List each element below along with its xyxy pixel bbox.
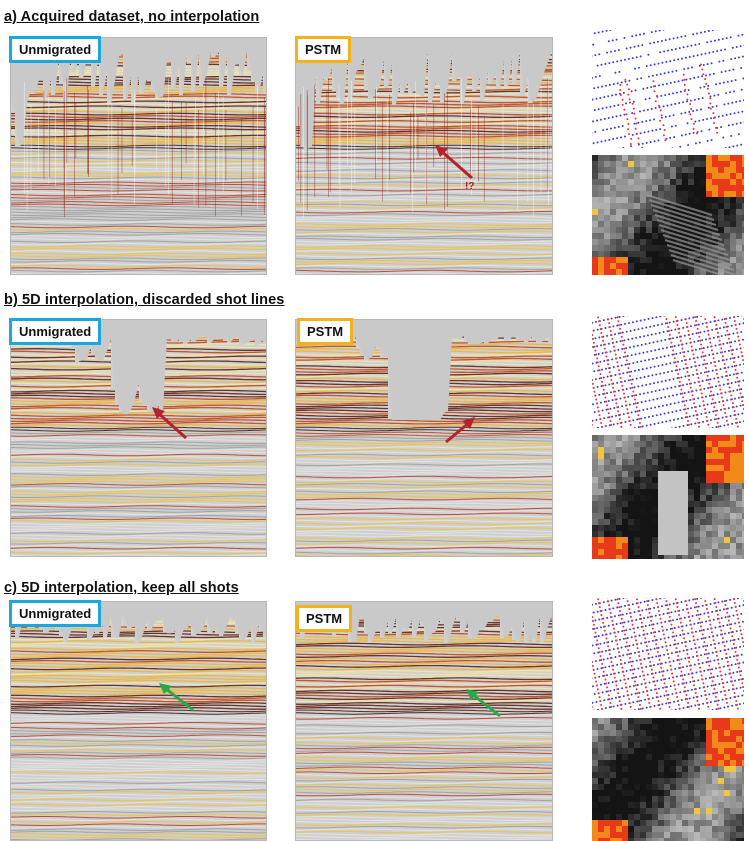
- section-a-pstm-label: PSTM: [295, 36, 352, 63]
- section-c-title: c) 5D interpolation, keep all shots: [4, 580, 239, 596]
- section-b-geometry-map: [592, 316, 744, 428]
- section-b-pstm-panel: [295, 319, 553, 557]
- section-c-pstm-panel: [295, 601, 553, 841]
- section-c-pstm-label: PSTM: [296, 605, 353, 632]
- section-a-unmigrated-panel: [10, 37, 267, 275]
- section-c-unmigrated-panel: [10, 601, 267, 841]
- section-a-attribute-map: [592, 155, 744, 275]
- section-a-title: a) Acquired dataset, no interpolation: [4, 9, 260, 25]
- section-b-unmigrated-panel: [10, 319, 267, 557]
- section-c-unmigrated-label: Unmigrated: [9, 600, 102, 627]
- section-c-geometry-map: [592, 598, 744, 710]
- section-c-attribute-map: [592, 718, 744, 841]
- section-b-attribute-map: [592, 435, 744, 559]
- section-b-arrow-left: [152, 407, 188, 440]
- section-b-unmigrated-label: Unmigrated: [9, 318, 102, 345]
- section-b-pstm-label: PSTM: [297, 318, 354, 345]
- section-c-arrow-left: [159, 683, 194, 712]
- section-a-geometry-map: [592, 30, 744, 148]
- section-b-title: b) 5D interpolation, discarded shot line…: [4, 292, 285, 308]
- section-a-arrow: [435, 145, 473, 180]
- section-b-arrow-right: [445, 417, 475, 444]
- section-c-arrow-right: [466, 689, 501, 718]
- section-a-note: !?: [465, 181, 475, 192]
- section-a-unmigrated-label: Unmigrated: [9, 36, 102, 63]
- section-a-pstm-panel: [295, 37, 553, 275]
